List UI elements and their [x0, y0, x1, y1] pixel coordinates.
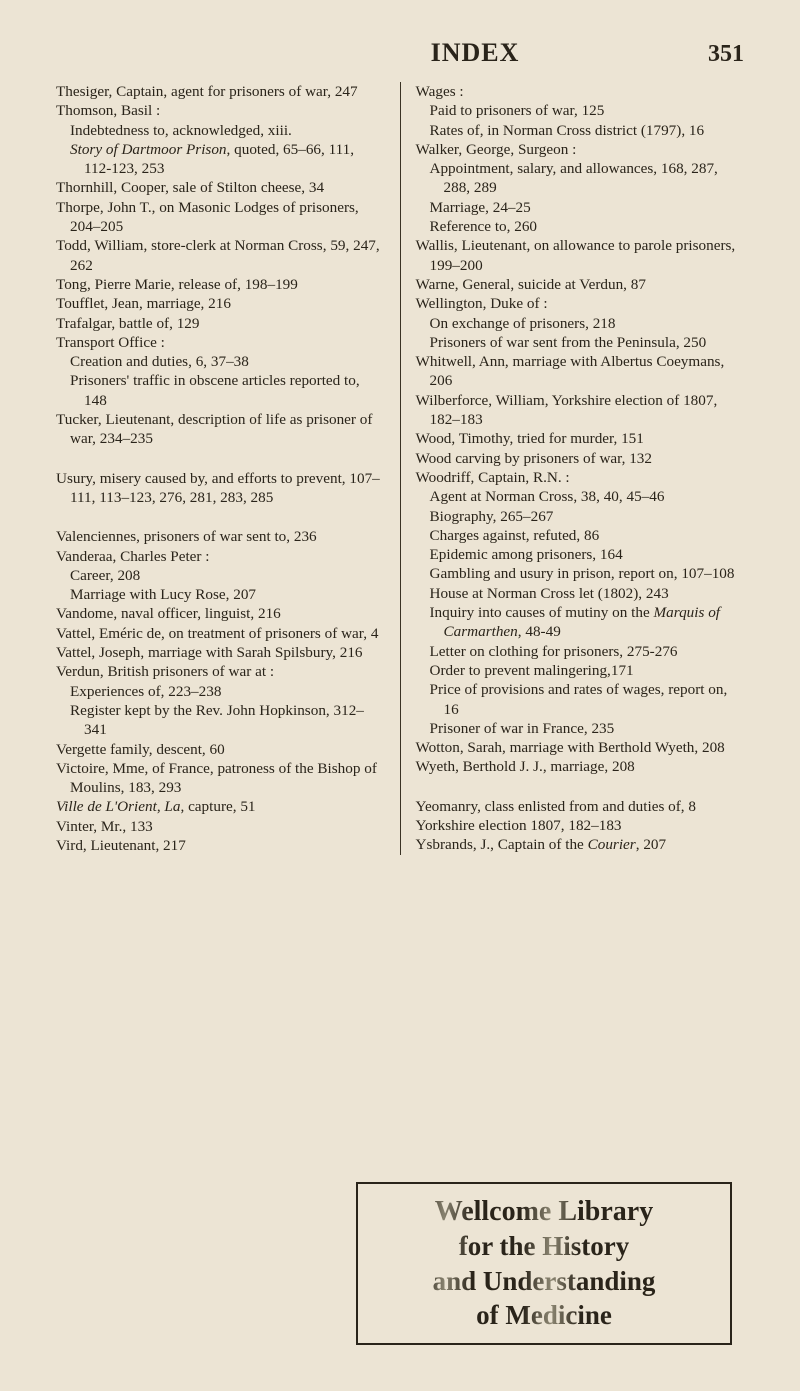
index-subentry: On exchange of prisoners, 218	[416, 314, 745, 333]
section-gap	[56, 507, 385, 527]
index-subentry: Indebtedness to, acknowledged, xiii.	[56, 121, 385, 140]
index-subentry: Paid to prisoners of war, 125	[416, 101, 745, 120]
index-entry: Trafalgar, battle of, 129	[56, 314, 385, 333]
index-subentry: Gambling and usury in prison, report on,…	[416, 564, 745, 583]
index-entry: Thornhill, Cooper, sale of Stilton chees…	[56, 178, 385, 197]
index-entry: Wyeth, Berthold J. J., marriage, 208	[416, 757, 745, 776]
section-gap	[56, 449, 385, 469]
index-entry: Wellington, Duke of :	[416, 294, 745, 313]
index-subentry: Epidemic among prisoners, 164	[416, 545, 745, 564]
index-columns: Thesiger, Captain, agent for prisoners o…	[56, 82, 744, 855]
index-entry: Verdun, British prisoners of war at :	[56, 662, 385, 681]
index-subentry: Prisoners of war sent from the Peninsula…	[416, 333, 745, 352]
index-entry: Victoire, Mme, of France, patroness of t…	[56, 759, 385, 798]
right-column: Wages :Paid to prisoners of war, 125Rate…	[401, 82, 745, 855]
index-subentry: Register kept by the Rev. John Hopkinson…	[56, 701, 385, 740]
index-subentry: Story of Dartmoor Prison, quoted, 65–66,…	[56, 140, 385, 179]
left-column: Thesiger, Captain, agent for prisoners o…	[56, 82, 401, 855]
index-subentry: Creation and duties, 6, 37–38	[56, 352, 385, 371]
index-entry: Thesiger, Captain, agent for prisoners o…	[56, 82, 385, 101]
index-subentry: Marriage with Lucy Rose, 207	[56, 585, 385, 604]
index-entry: Ysbrands, J., Captain of the Courier, 20…	[416, 835, 745, 854]
index-subentry: Letter on clothing for prisoners, 275-27…	[416, 642, 745, 661]
index-subentry: Appointment, salary, and allowances, 168…	[416, 159, 745, 198]
index-entry: Vird, Lieutenant, 217	[56, 836, 385, 855]
wellcome-stamp: Wellcome Library for the History and Und…	[356, 1182, 732, 1345]
index-entry: Transport Office :	[56, 333, 385, 352]
index-entry: Wallis, Lieutenant, on allowance to paro…	[416, 236, 745, 275]
index-entry: Vattel, Joseph, marriage with Sarah Spil…	[56, 643, 385, 662]
index-entry: Valenciennes, prisoners of war sent to, …	[56, 527, 385, 546]
index-entry: Whitwell, Ann, marriage with Albertus Co…	[416, 352, 745, 391]
stamp-line-1: Wellcome Library	[366, 1194, 722, 1230]
page-number: 351	[519, 41, 744, 68]
index-entry: Vinter, Mr., 133	[56, 817, 385, 836]
index-entry: Thomson, Basil :	[56, 101, 385, 120]
index-subentry: Career, 208	[56, 566, 385, 585]
index-entry: Tucker, Lieutenant, description of life …	[56, 410, 385, 449]
index-entry: Yeomanry, class enlisted from and duties…	[416, 797, 745, 816]
index-entry: Toufflet, Jean, marriage, 216	[56, 294, 385, 313]
index-subentry: Biography, 265–267	[416, 507, 745, 526]
stamp-line-4: of Medicine	[366, 1298, 722, 1333]
index-subentry: Charges against, refuted, 86	[416, 526, 745, 545]
index-entry: Wotton, Sarah, marriage with Berthold Wy…	[416, 738, 745, 757]
index-subentry: Reference to, 260	[416, 217, 745, 236]
index-subentry: Order to prevent malingering,171	[416, 661, 745, 680]
index-entry: Yorkshire election 1807, 182–183	[416, 816, 745, 835]
index-entry: Vandome, naval officer, linguist, 216	[56, 604, 385, 623]
index-entry: Wood, Timothy, tried for murder, 151	[416, 429, 745, 448]
index-entry: Wages :	[416, 82, 745, 101]
index-entry: Vanderaa, Charles Peter :	[56, 547, 385, 566]
index-entry: Vergette family, descent, 60	[56, 740, 385, 759]
index-entry: Walker, George, Surgeon :	[416, 140, 745, 159]
index-entry: Tong, Pierre Marie, release of, 198–199	[56, 275, 385, 294]
index-entry: Thorpe, John T., on Masonic Lodges of pr…	[56, 198, 385, 237]
index-entry: Warne, General, suicide at Verdun, 87	[416, 275, 745, 294]
index-subentry: Prisoner of war in France, 235	[416, 719, 745, 738]
index-subentry: House at Norman Cross let (1802), 243	[416, 584, 745, 603]
index-subentry: Experiences of, 223–238	[56, 682, 385, 701]
index-title: INDEX	[431, 38, 520, 68]
section-gap	[416, 777, 745, 797]
stamp-line-3: and Understanding	[366, 1264, 722, 1299]
index-subentry: Inquiry into causes of mutiny on the Mar…	[416, 603, 745, 642]
index-subentry: Marriage, 24–25	[416, 198, 745, 217]
index-entry: Todd, William, store-clerk at Norman Cro…	[56, 236, 385, 275]
index-entry: Wilberforce, William, Yorkshire election…	[416, 391, 745, 430]
index-entry: Wood carving by prisoners of war, 132	[416, 449, 745, 468]
index-entry: Vattel, Eméric de, on treatment of priso…	[56, 624, 385, 643]
index-subentry: Prisoners' traffic in obscene articles r…	[56, 371, 385, 410]
stamp-line-2: for the History	[366, 1229, 722, 1264]
index-subentry: Agent at Norman Cross, 38, 40, 45–46	[416, 487, 745, 506]
index-subentry: Price of provisions and rates of wages, …	[416, 680, 745, 719]
index-subentry: Rates of, in Norman Cross district (1797…	[416, 121, 745, 140]
index-entry: Ville de L'Orient, La, capture, 51	[56, 797, 385, 816]
index-entry: Woodriff, Captain, R.N. :	[416, 468, 745, 487]
page-header: INDEX 351	[56, 38, 744, 68]
index-entry: Usury, misery caused by, and efforts to …	[56, 469, 385, 508]
